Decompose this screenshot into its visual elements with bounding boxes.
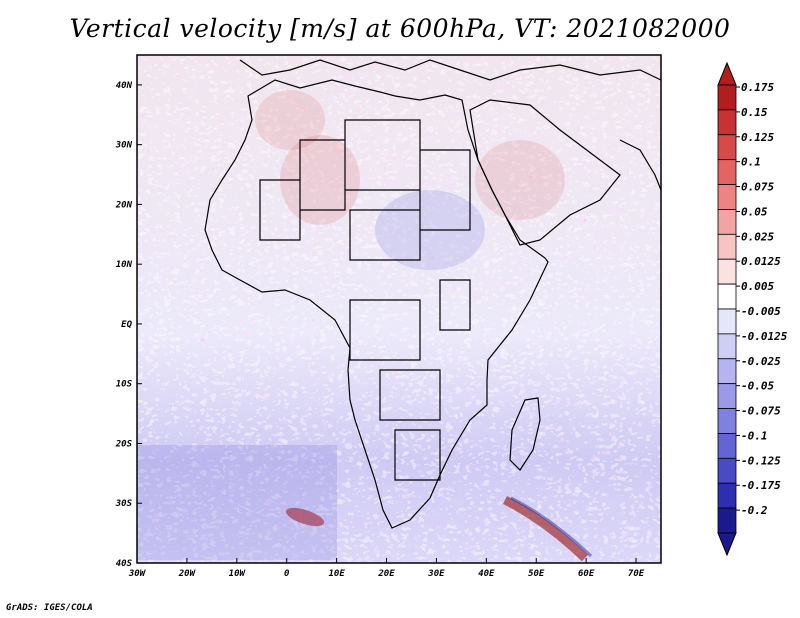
lat-tick-label: 10S [116,380,133,390]
colorbar-segment [717,109,737,136]
colorbar-label: 0.025 [741,230,774,243]
colorbar-label: -0.125 [741,454,781,467]
lat-tick-label: 20S [115,439,133,449]
colorbar-label: -0.175 [741,479,781,492]
colorbar-segment [717,258,737,285]
colorbar-segment [717,507,737,534]
lon-tick-label: 0 [284,569,290,579]
map-title: Vertical velocity [m/s] at 600hPa, VT: 2… [69,14,731,43]
colorbar-label: -0.1 [741,429,768,442]
latitude-ticks: 40N 30N 20N 10N EQ 10S 20S 30S 40S [115,81,142,569]
lon-tick-label: 30E [427,569,445,579]
colorbar-segment [717,283,737,310]
lat-tick-label: 10N [116,260,133,270]
colorbar-label: -0.05 [741,380,774,393]
lon-tick-label: 10W [229,569,247,579]
colorbar-segment [717,84,737,111]
colorbar-segment [717,233,737,260]
colorbar-segment [717,209,737,235]
colorbar-segment [717,333,737,360]
colorbar-top-arrow [717,61,737,86]
europe-coast [239,59,661,81]
colorbar-segment [717,159,737,185]
grads-credit: GrADS: IGES/COLA [6,603,93,613]
colorbar-segment [717,184,737,210]
lon-tick-label: 60E [578,569,595,579]
colorbar-segment [717,408,737,434]
colorbar-label: 0.0125 [741,255,781,268]
colorbar-label: -0.2 [741,504,768,517]
colorbar-segment [717,457,737,484]
colorbar-segment [717,433,737,459]
colorbar-label: 0.125 [741,131,774,144]
lon-tick-label: 40E [478,569,495,579]
lat-tick-label: EQ [121,320,132,330]
colorbar-segment [717,358,737,385]
colorbar-label: 0.05 [741,205,768,218]
lat-tick-label: 40S [116,559,133,569]
colorbar-label: 0.15 [741,106,768,119]
lon-tick-label: 30W [128,569,147,579]
lon-tick-label: 20W [178,569,197,579]
colorbar: 0.175 0.15 0.125 0.1 0.075 0.05 0.025 0.0125 0.0… [717,61,788,557]
longitude-ticks: 30W 20W 10W 0 10E 20E 30E 40E 50E 60E 70E [128,558,645,579]
lat-tick-label: 20N [115,200,133,210]
colorbar-bottom-arrow [717,532,737,557]
lat-tick-label: 40N [116,81,133,91]
arabia-outline [469,99,621,246]
colorbar-segment [717,134,737,161]
colorbar-label: 0.005 [741,280,774,293]
colorbar-segment [717,383,737,409]
lon-tick-label: 70E [628,569,645,579]
colorbar-label: -0.005 [741,305,781,318]
colorbar-label: 0.075 [741,181,774,194]
coastline-outlines [204,59,661,529]
colorbar-label: -0.0125 [741,330,788,343]
lon-tick-label: 50E [528,569,545,579]
colorbar-label: -0.075 [741,405,781,418]
lon-tick-label: 10E [328,569,345,579]
india-outline [619,139,661,191]
colorbar-label: 0.175 [741,81,774,94]
velocity-field [137,55,661,563]
lon-tick-label: 20E [377,569,395,579]
lat-tick-label: 30N [115,141,133,151]
colorbar-segment [717,308,737,335]
lat-tick-label: 30S [115,499,133,509]
madagascar-outline [509,397,541,471]
colorbar-segment [717,482,737,509]
map-frame [136,54,662,564]
colorbar-label: -0.025 [741,355,781,368]
colorbar-label: 0.1 [741,156,761,169]
